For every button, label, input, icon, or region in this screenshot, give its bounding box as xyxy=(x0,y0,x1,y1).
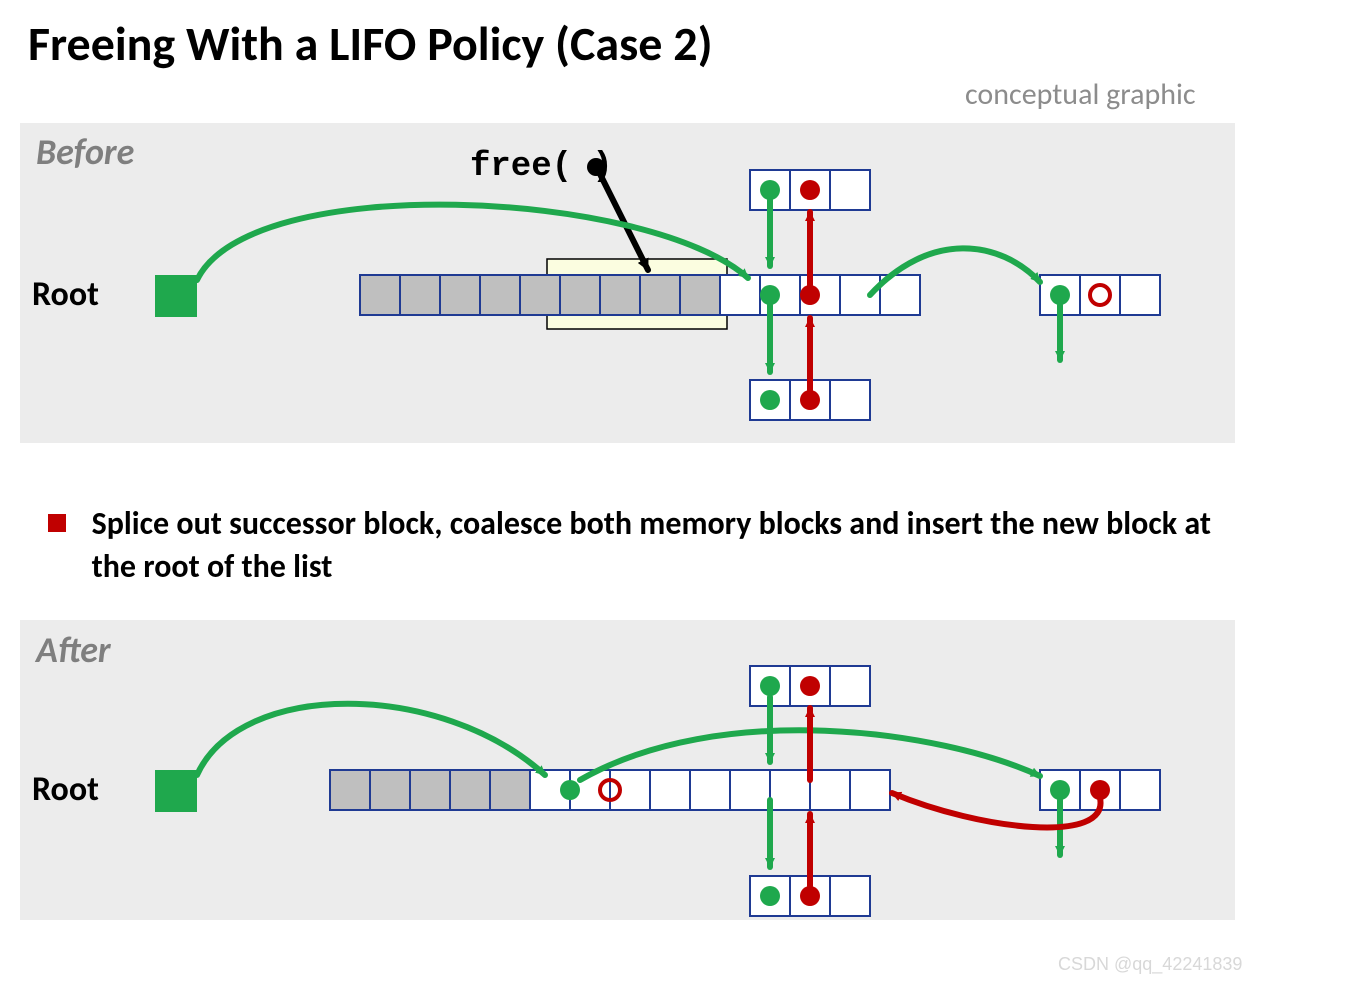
watermark: CSDN @qq_42241839 xyxy=(1058,954,1242,975)
bullet-row: Splice out successor block, coalesce bot… xyxy=(48,502,1238,588)
label-root-before: Root xyxy=(32,274,99,315)
bullet-text: Splice out successor block, coalesce bot… xyxy=(92,502,1222,588)
label-after: After xyxy=(36,628,111,672)
label-root-after: Root xyxy=(32,769,99,810)
label-free: free( ) xyxy=(470,148,613,186)
bullet-icon xyxy=(48,514,66,532)
label-before: Before xyxy=(36,130,134,174)
diagram-svg xyxy=(0,0,1360,991)
